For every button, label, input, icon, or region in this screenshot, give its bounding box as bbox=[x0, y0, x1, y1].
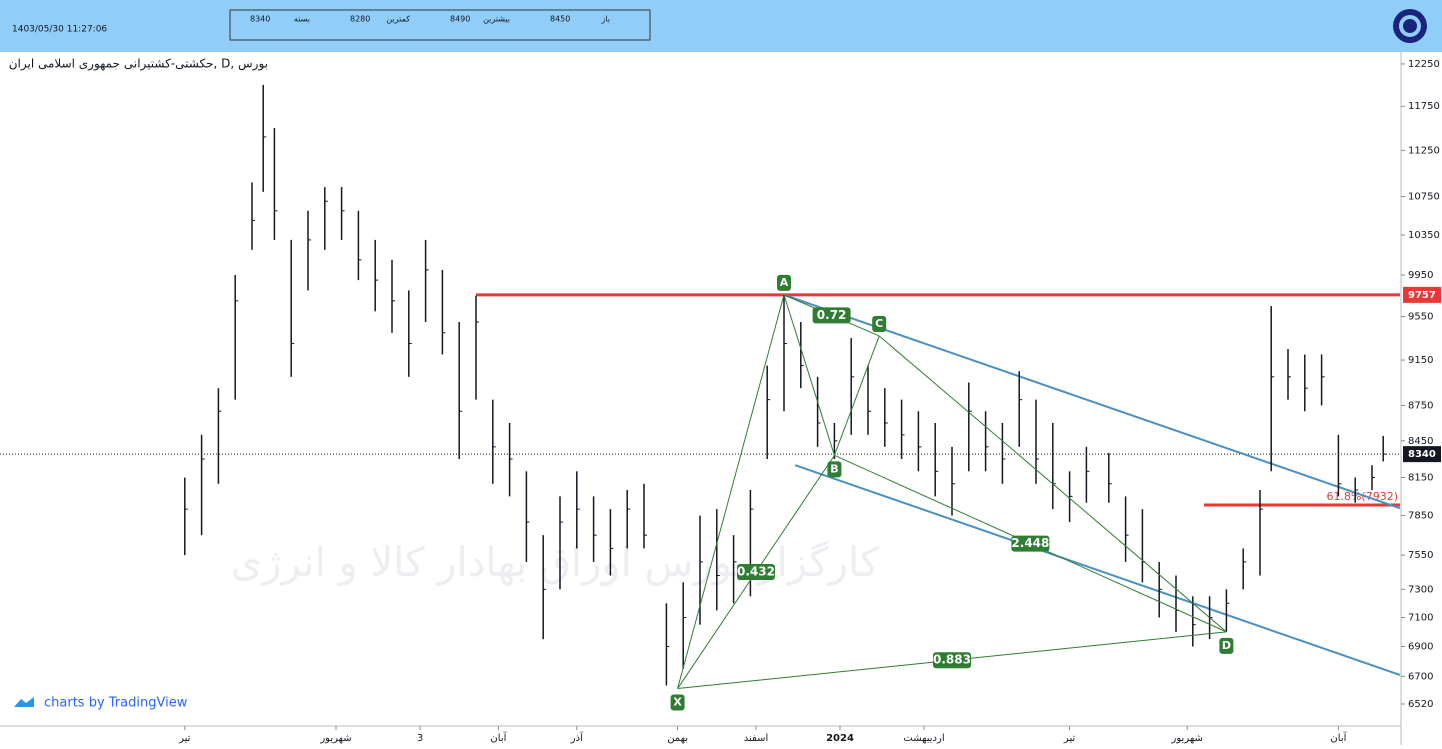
ratio-box bbox=[812, 307, 851, 324]
quote-box bbox=[229, 9, 651, 41]
logo bbox=[1393, 9, 1427, 43]
point-label: D bbox=[1222, 639, 1231, 652]
y-tick-label: 6900 bbox=[1408, 641, 1433, 652]
quote-label: بسته bbox=[294, 15, 310, 24]
ratio-label: 0.72 bbox=[817, 308, 847, 322]
x-tick-label: شهریور bbox=[1171, 733, 1203, 744]
channel-line bbox=[783, 293, 1401, 510]
x-tick-label: 3 bbox=[417, 733, 423, 744]
credit-icon bbox=[14, 697, 34, 707]
x-tick-label: اردیبهشت bbox=[903, 733, 944, 744]
y-tick-label: 9950 bbox=[1408, 270, 1433, 281]
quote-value: 8340 bbox=[250, 15, 270, 24]
quote-value: 8490 bbox=[450, 15, 470, 24]
ratio-box bbox=[737, 563, 775, 580]
x-tick-label: بهمن bbox=[667, 733, 688, 744]
y-tick-label: 6700 bbox=[1408, 671, 1433, 682]
last-price-tag bbox=[1403, 446, 1441, 463]
point-box bbox=[872, 315, 887, 332]
x-tick-label: تیر bbox=[1063, 733, 1076, 744]
point-label: A bbox=[780, 276, 789, 289]
point-box bbox=[827, 461, 842, 478]
ratio-label: 0.432 bbox=[737, 564, 775, 578]
chart-title: حکشتی-کشتیرانی جمهوری اسلامی ایران, D, ب… bbox=[9, 57, 268, 72]
ratio-box bbox=[1011, 535, 1050, 552]
pattern-line bbox=[833, 335, 880, 456]
x-tick-label: شهریور bbox=[319, 733, 351, 744]
point-label: C bbox=[875, 317, 883, 330]
point-label: B bbox=[830, 462, 838, 475]
x-tick-label: آذر bbox=[570, 731, 584, 744]
pattern-line bbox=[878, 335, 1227, 633]
quote-label: بیشترین bbox=[483, 15, 510, 24]
y-tick-label: 11250 bbox=[1408, 145, 1440, 156]
point-box bbox=[1219, 637, 1234, 654]
header-bar bbox=[0, 0, 1442, 52]
level-label: 61.8%(7932) bbox=[1326, 490, 1398, 503]
x-tick-label: آبان bbox=[1330, 731, 1347, 744]
last-price-label: 8340 bbox=[1408, 449, 1436, 460]
y-tick-label: 6520 bbox=[1408, 699, 1433, 710]
y-tick-label: 9550 bbox=[1408, 312, 1433, 323]
datetime: 1403/05/30 11:27:06 bbox=[12, 25, 107, 35]
x-tick-label: آبان bbox=[490, 731, 507, 744]
x-tick-label: اسفند bbox=[744, 733, 768, 744]
point-box bbox=[670, 694, 685, 711]
quote-label: کمترین bbox=[386, 15, 410, 24]
y-tick-label: 7550 bbox=[1408, 550, 1433, 561]
y-tick-label: 7300 bbox=[1408, 584, 1433, 595]
x-tick-label: تیر bbox=[178, 733, 191, 744]
point-label: X bbox=[673, 696, 682, 709]
credit: charts by TradingView bbox=[44, 696, 188, 711]
ratio-label: 2.448 bbox=[1011, 536, 1049, 550]
ratio-label: 0.883 bbox=[933, 653, 971, 667]
y-tick-label: 7850 bbox=[1408, 511, 1433, 522]
y-tick-label: 8150 bbox=[1408, 473, 1433, 484]
point-box bbox=[777, 274, 791, 291]
y-tick-label: 10750 bbox=[1408, 192, 1440, 203]
level-tag bbox=[1403, 286, 1441, 303]
watermark: کارگزار بورس اوراق بهادار کالا و انرژی bbox=[231, 540, 880, 586]
ratio-box bbox=[933, 652, 971, 669]
quote-label: باز bbox=[600, 15, 610, 24]
y-tick-label: 8450 bbox=[1408, 436, 1433, 447]
y-tick-label: 8750 bbox=[1408, 400, 1433, 411]
channel-line bbox=[794, 464, 1401, 676]
pattern-line bbox=[677, 294, 785, 689]
y-tick-label: 7100 bbox=[1408, 612, 1433, 623]
y-tick-label: 9150 bbox=[1408, 355, 1433, 366]
quote-value: 8450 bbox=[550, 15, 570, 24]
quote-value: 8280 bbox=[350, 15, 370, 24]
y-tick-label: 10350 bbox=[1408, 230, 1440, 241]
x-tick-label: 2024 bbox=[826, 733, 854, 744]
y-tick-label: 11750 bbox=[1408, 101, 1440, 112]
level-tag-label: 9757 bbox=[1408, 290, 1436, 301]
y-tick-label: 12250 bbox=[1408, 59, 1440, 70]
pattern-line bbox=[783, 294, 835, 456]
